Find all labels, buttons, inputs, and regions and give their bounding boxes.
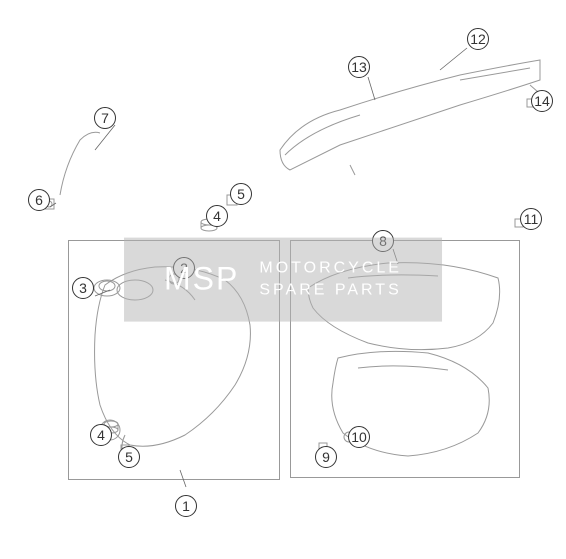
- callout-13: 13: [348, 56, 370, 78]
- callout-label: 7: [101, 110, 109, 126]
- callout-3: 3: [72, 277, 94, 299]
- callout-label: 10: [351, 429, 367, 445]
- callout-label: 4: [97, 427, 105, 443]
- callout-label: 11: [524, 211, 539, 227]
- callout-label: 14: [534, 93, 550, 109]
- callout-1: 1: [175, 495, 197, 517]
- callout-11: 11: [520, 208, 542, 230]
- callout-12: 12: [467, 28, 489, 50]
- callout-4b: 4: [90, 424, 112, 446]
- callout-label: 13: [351, 59, 367, 75]
- watermark-line1: MOTORCYCLE: [259, 257, 402, 279]
- callout-7: 7: [94, 107, 116, 129]
- callout-label: 5: [125, 449, 133, 465]
- watermark: MSP MOTORCYCLE SPARE PARTS: [124, 237, 442, 322]
- callout-6: 6: [28, 189, 50, 211]
- callout-label: 12: [470, 31, 486, 47]
- callout-14: 14: [531, 90, 553, 112]
- watermark-line2: SPARE PARTS: [259, 280, 402, 302]
- callout-5b: 5: [118, 446, 140, 468]
- callout-4: 4: [206, 205, 228, 227]
- watermark-logo: MSP: [164, 261, 239, 298]
- callout-label: 9: [322, 449, 330, 465]
- callout-label: 6: [35, 192, 43, 208]
- callout-5: 5: [230, 183, 252, 205]
- callout-label: 3: [79, 280, 87, 296]
- callout-label: 4: [213, 208, 221, 224]
- callout-9: 9: [315, 446, 337, 468]
- callout-label: 1: [182, 498, 190, 514]
- callout-label: 5: [237, 186, 245, 202]
- callout-10: 10: [348, 426, 370, 448]
- watermark-text-block: MOTORCYCLE SPARE PARTS: [259, 257, 402, 302]
